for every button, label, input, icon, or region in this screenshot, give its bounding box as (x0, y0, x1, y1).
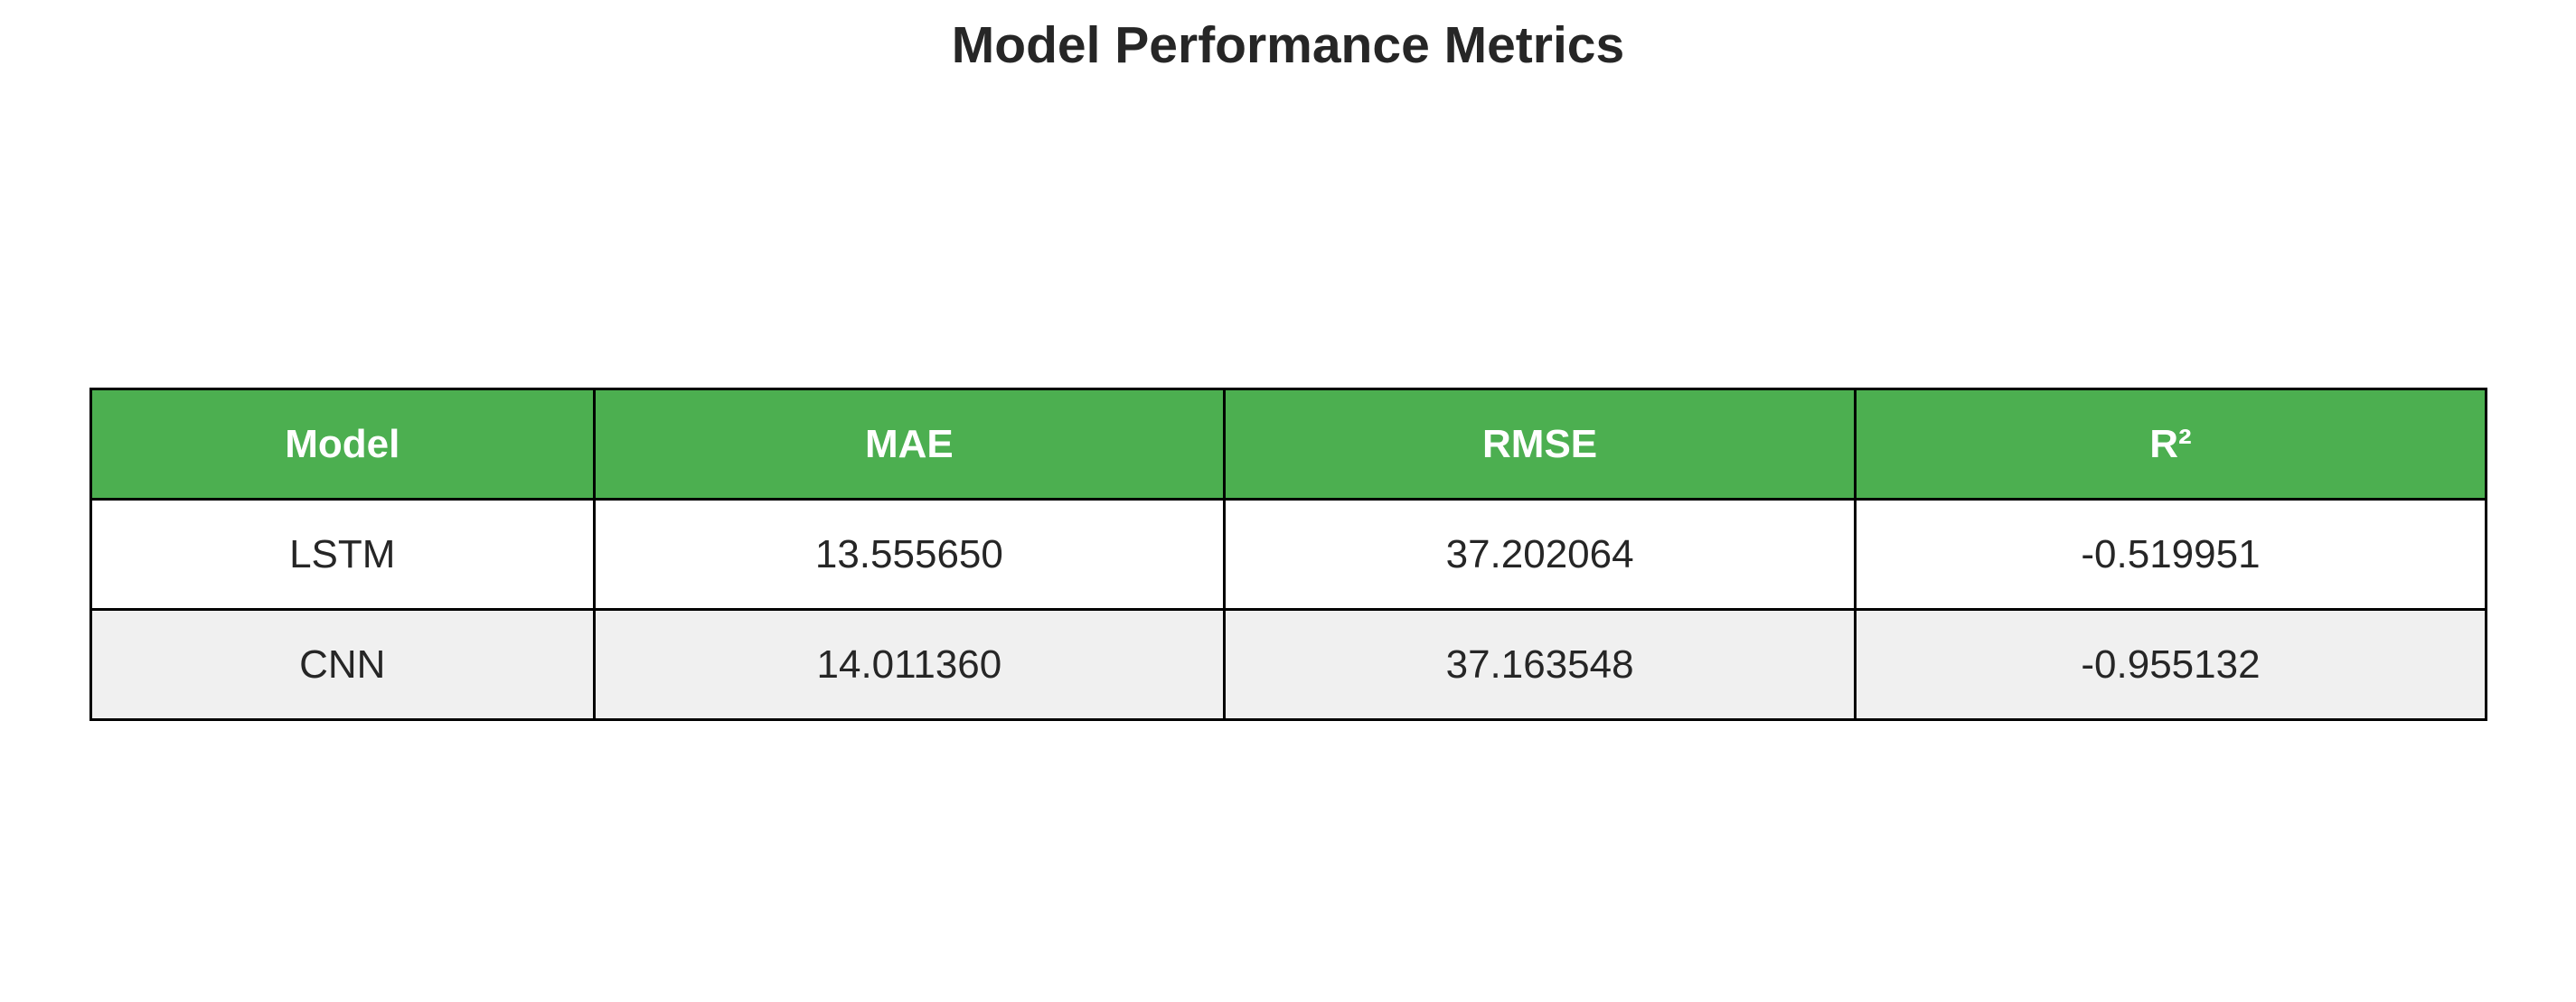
chart-title: Model Performance Metrics (951, 16, 1625, 74)
cell-rmse: 37.202064 (1223, 498, 1857, 611)
column-header-model: Model (89, 388, 596, 501)
cell-mae: 13.555650 (592, 498, 1227, 611)
cell-model: LSTM (89, 498, 596, 611)
cell-mae: 14.011360 (592, 608, 1227, 721)
cell-r2: -0.519951 (1853, 498, 2488, 611)
table-row: CNN 14.011360 37.163548 -0.955132 (89, 608, 2488, 721)
column-header-mae: MAE (592, 388, 1227, 501)
header-row: Model MAE RMSE R² (89, 388, 2488, 501)
cell-rmse: 37.163548 (1223, 608, 1857, 721)
cell-model: CNN (89, 608, 596, 721)
column-header-rmse: RMSE (1223, 388, 1857, 501)
table-row: LSTM 13.555650 37.202064 -0.519951 (89, 498, 2488, 611)
table-header: Model MAE RMSE R² (89, 388, 2488, 501)
column-header-r2: R² (1853, 388, 2488, 501)
metrics-table: Model MAE RMSE R² LSTM 13.555650 37.2020… (89, 388, 2488, 721)
cell-r2: -0.955132 (1853, 608, 2488, 721)
table-body: LSTM 13.555650 37.202064 -0.519951 CNN 1… (89, 498, 2488, 721)
